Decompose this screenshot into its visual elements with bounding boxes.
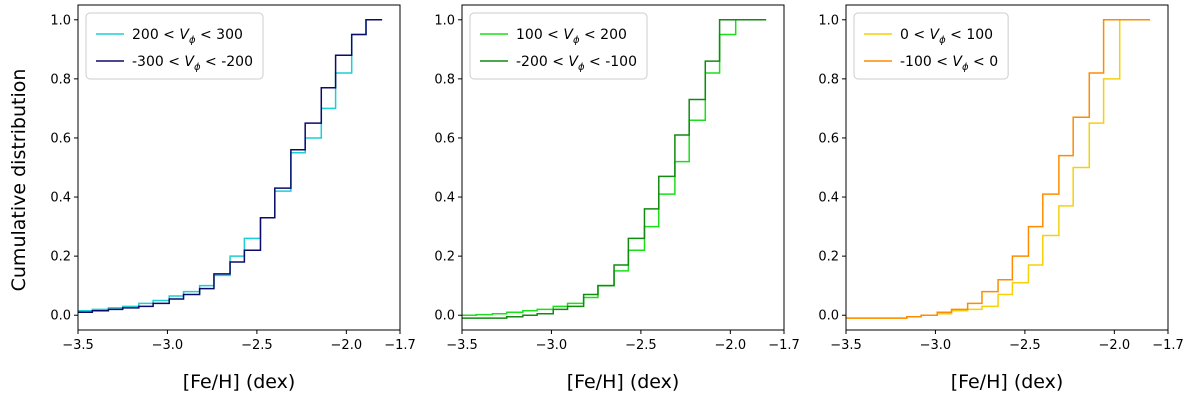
- legend-box: [469, 12, 648, 80]
- y-tick-label: 0.8: [434, 72, 455, 87]
- series-line-2: [78, 19, 383, 314]
- y-tick-label: 0.4: [50, 191, 71, 206]
- y-tick-label: 0.2: [434, 250, 455, 265]
- x-tick-label: −3.0: [920, 338, 952, 353]
- chart-panel-1: −3.5 −3.0 −2.5 −2.0 −1.7 0.0 0.2 0.4 0.6 0.8 1.0 [F…: [50, 4, 416, 393]
- x-tick-label: −2.5: [241, 338, 273, 353]
- x-tick-label: −2.0: [1099, 338, 1131, 353]
- legend-text-suffix: < 0: [969, 54, 999, 70]
- legend-text-var: V: [930, 27, 941, 43]
- legend-entry: -100 < Vϕ < 0: [900, 54, 998, 73]
- legend-text-prefix: 100 <: [516, 27, 563, 43]
- x-axis-label: [Fe/H] (dex): [567, 371, 680, 393]
- x-tick-label: −2.5: [625, 338, 657, 353]
- y-tick-label: 0.8: [818, 72, 839, 87]
- legend-text-var: V: [563, 27, 574, 43]
- legend-text-sub: ϕ: [939, 35, 946, 46]
- x-tick-label: −3.5: [830, 338, 862, 353]
- y-tick-label: 0.0: [434, 309, 455, 324]
- y-tick-label: 1.0: [50, 13, 71, 28]
- chart-panel-2: −3.5 −3.0 −2.5 −2.0 −1.7 0.0 0.2 0.4 0.6 0.8 1.0 [F…: [434, 4, 800, 393]
- x-axis-label: [Fe/H] (dex): [183, 371, 296, 393]
- legend-text-suffix: < -200: [201, 54, 253, 70]
- legend-entry: -300 < Vϕ < -200: [132, 54, 253, 73]
- y-tick-label: 0.2: [50, 250, 71, 265]
- y-tick-label: 0.4: [818, 191, 839, 206]
- series-line-2: [462, 19, 767, 319]
- x-tick-label: −1.7: [384, 338, 416, 353]
- x-axis-label: [Fe/H] (dex): [951, 371, 1064, 393]
- x-tick-label: −1.7: [768, 338, 800, 353]
- legend-text-prefix: -300 <: [132, 54, 184, 70]
- legend-text-suffix: < 300: [196, 27, 243, 43]
- x-tick-label: −3.5: [62, 338, 94, 353]
- legend-text-suffix: < 100: [946, 27, 993, 43]
- legend-text-prefix: 200 <: [132, 27, 179, 43]
- legend-text-prefix: 0 <: [900, 27, 930, 43]
- legend-text-var: V: [568, 54, 579, 70]
- x-tick-label: −3.5: [446, 338, 478, 353]
- x-tick-label: −2.0: [715, 338, 747, 353]
- legend-text-var: V: [952, 54, 963, 70]
- legend: 200 < Vϕ < 300 -300 < Vϕ < -200: [85, 12, 264, 80]
- legend: 0 < Vϕ < 100 -100 < Vϕ < 0: [853, 12, 1009, 80]
- legend-text-sub: ϕ: [578, 62, 585, 73]
- legend-text-prefix: -200 <: [516, 54, 568, 70]
- legend-box: [85, 12, 264, 80]
- series-line-2: [846, 19, 1151, 319]
- y-axis-label: Cumulative distribution: [8, 69, 30, 292]
- y-tick-label: 0.0: [818, 309, 839, 324]
- legend-text-sub: ϕ: [573, 35, 580, 46]
- legend-text-var: V: [179, 27, 190, 43]
- legend-text-sub: ϕ: [194, 62, 201, 73]
- y-tick-label: 0.6: [50, 131, 71, 146]
- y-tick-label: 0.0: [50, 309, 71, 324]
- legend-text-sub: ϕ: [962, 62, 969, 73]
- x-tick-label: −2.5: [1009, 338, 1041, 353]
- x-tick-label: −1.7: [1152, 338, 1184, 353]
- x-tick-label: −3.0: [536, 338, 568, 353]
- legend: 100 < Vϕ < 200 -200 < Vϕ < -100: [469, 12, 648, 80]
- y-tick-label: 1.0: [434, 13, 455, 28]
- plot-frame: [845, 4, 1169, 331]
- y-tick-label: 0.8: [50, 72, 71, 87]
- x-tick-label: −3.0: [152, 338, 184, 353]
- legend-text-sub: ϕ: [189, 35, 196, 46]
- legend-box: [853, 12, 1009, 80]
- legend-entry: 100 < Vϕ < 200: [516, 27, 627, 46]
- legend-text-var: V: [184, 54, 195, 70]
- y-tick-label: 0.2: [818, 250, 839, 265]
- legend-entry: -200 < Vϕ < -100: [516, 54, 637, 73]
- plot-frame: [77, 4, 401, 331]
- x-tick-label: −2.0: [331, 338, 363, 353]
- chart-panel-3: −3.5 −3.0 −2.5 −2.0 −1.7 0.0 0.2 0.4 0.6 0.8 1.0 [F…: [818, 4, 1184, 393]
- plot-frame: [461, 4, 785, 331]
- legend-text-suffix: < -100: [585, 54, 637, 70]
- legend-text-prefix: -100 <: [900, 54, 952, 70]
- y-tick-label: 0.6: [434, 131, 455, 146]
- y-tick-label: 1.0: [818, 13, 839, 28]
- y-tick-label: 0.4: [434, 191, 455, 206]
- y-tick-label: 0.6: [818, 131, 839, 146]
- legend-entry: 0 < Vϕ < 100: [900, 27, 993, 46]
- legend-entry: 200 < Vϕ < 300: [132, 27, 243, 46]
- legend-text-suffix: < 200: [580, 27, 627, 43]
